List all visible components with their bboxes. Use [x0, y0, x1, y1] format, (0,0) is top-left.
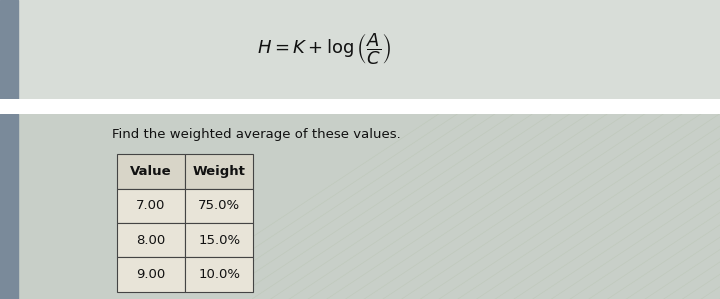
Bar — [0, 114, 18, 299]
Bar — [117, 189, 185, 223]
Bar — [0, 0, 18, 99]
Text: 9.00: 9.00 — [136, 268, 166, 281]
Bar — [117, 223, 185, 257]
Text: $H = K + \log\left(\dfrac{A}{C}\right)$: $H = K + \log\left(\dfrac{A}{C}\right)$ — [257, 31, 391, 67]
Bar — [185, 257, 253, 292]
Text: Weight: Weight — [193, 165, 246, 178]
Bar — [185, 223, 253, 257]
Bar — [185, 189, 253, 223]
Text: Find the weighted average of these values.: Find the weighted average of these value… — [112, 129, 400, 141]
Text: Value: Value — [130, 165, 171, 178]
Bar — [117, 154, 185, 189]
Text: 15.0%: 15.0% — [198, 234, 240, 247]
Text: 10.0%: 10.0% — [198, 268, 240, 281]
Bar — [185, 154, 253, 189]
Text: 8.00: 8.00 — [136, 234, 166, 247]
Text: 75.0%: 75.0% — [198, 199, 240, 212]
Bar — [117, 257, 185, 292]
Text: 7.00: 7.00 — [136, 199, 166, 212]
